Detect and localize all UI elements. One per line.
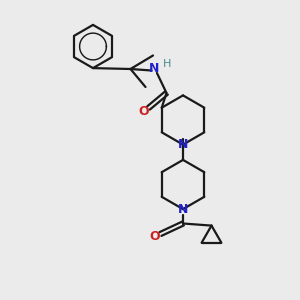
Text: H: H xyxy=(163,59,171,69)
Text: N: N xyxy=(149,62,159,76)
Text: N: N xyxy=(178,138,188,151)
Text: N: N xyxy=(178,202,188,216)
Text: O: O xyxy=(150,230,160,243)
Text: O: O xyxy=(138,105,149,118)
